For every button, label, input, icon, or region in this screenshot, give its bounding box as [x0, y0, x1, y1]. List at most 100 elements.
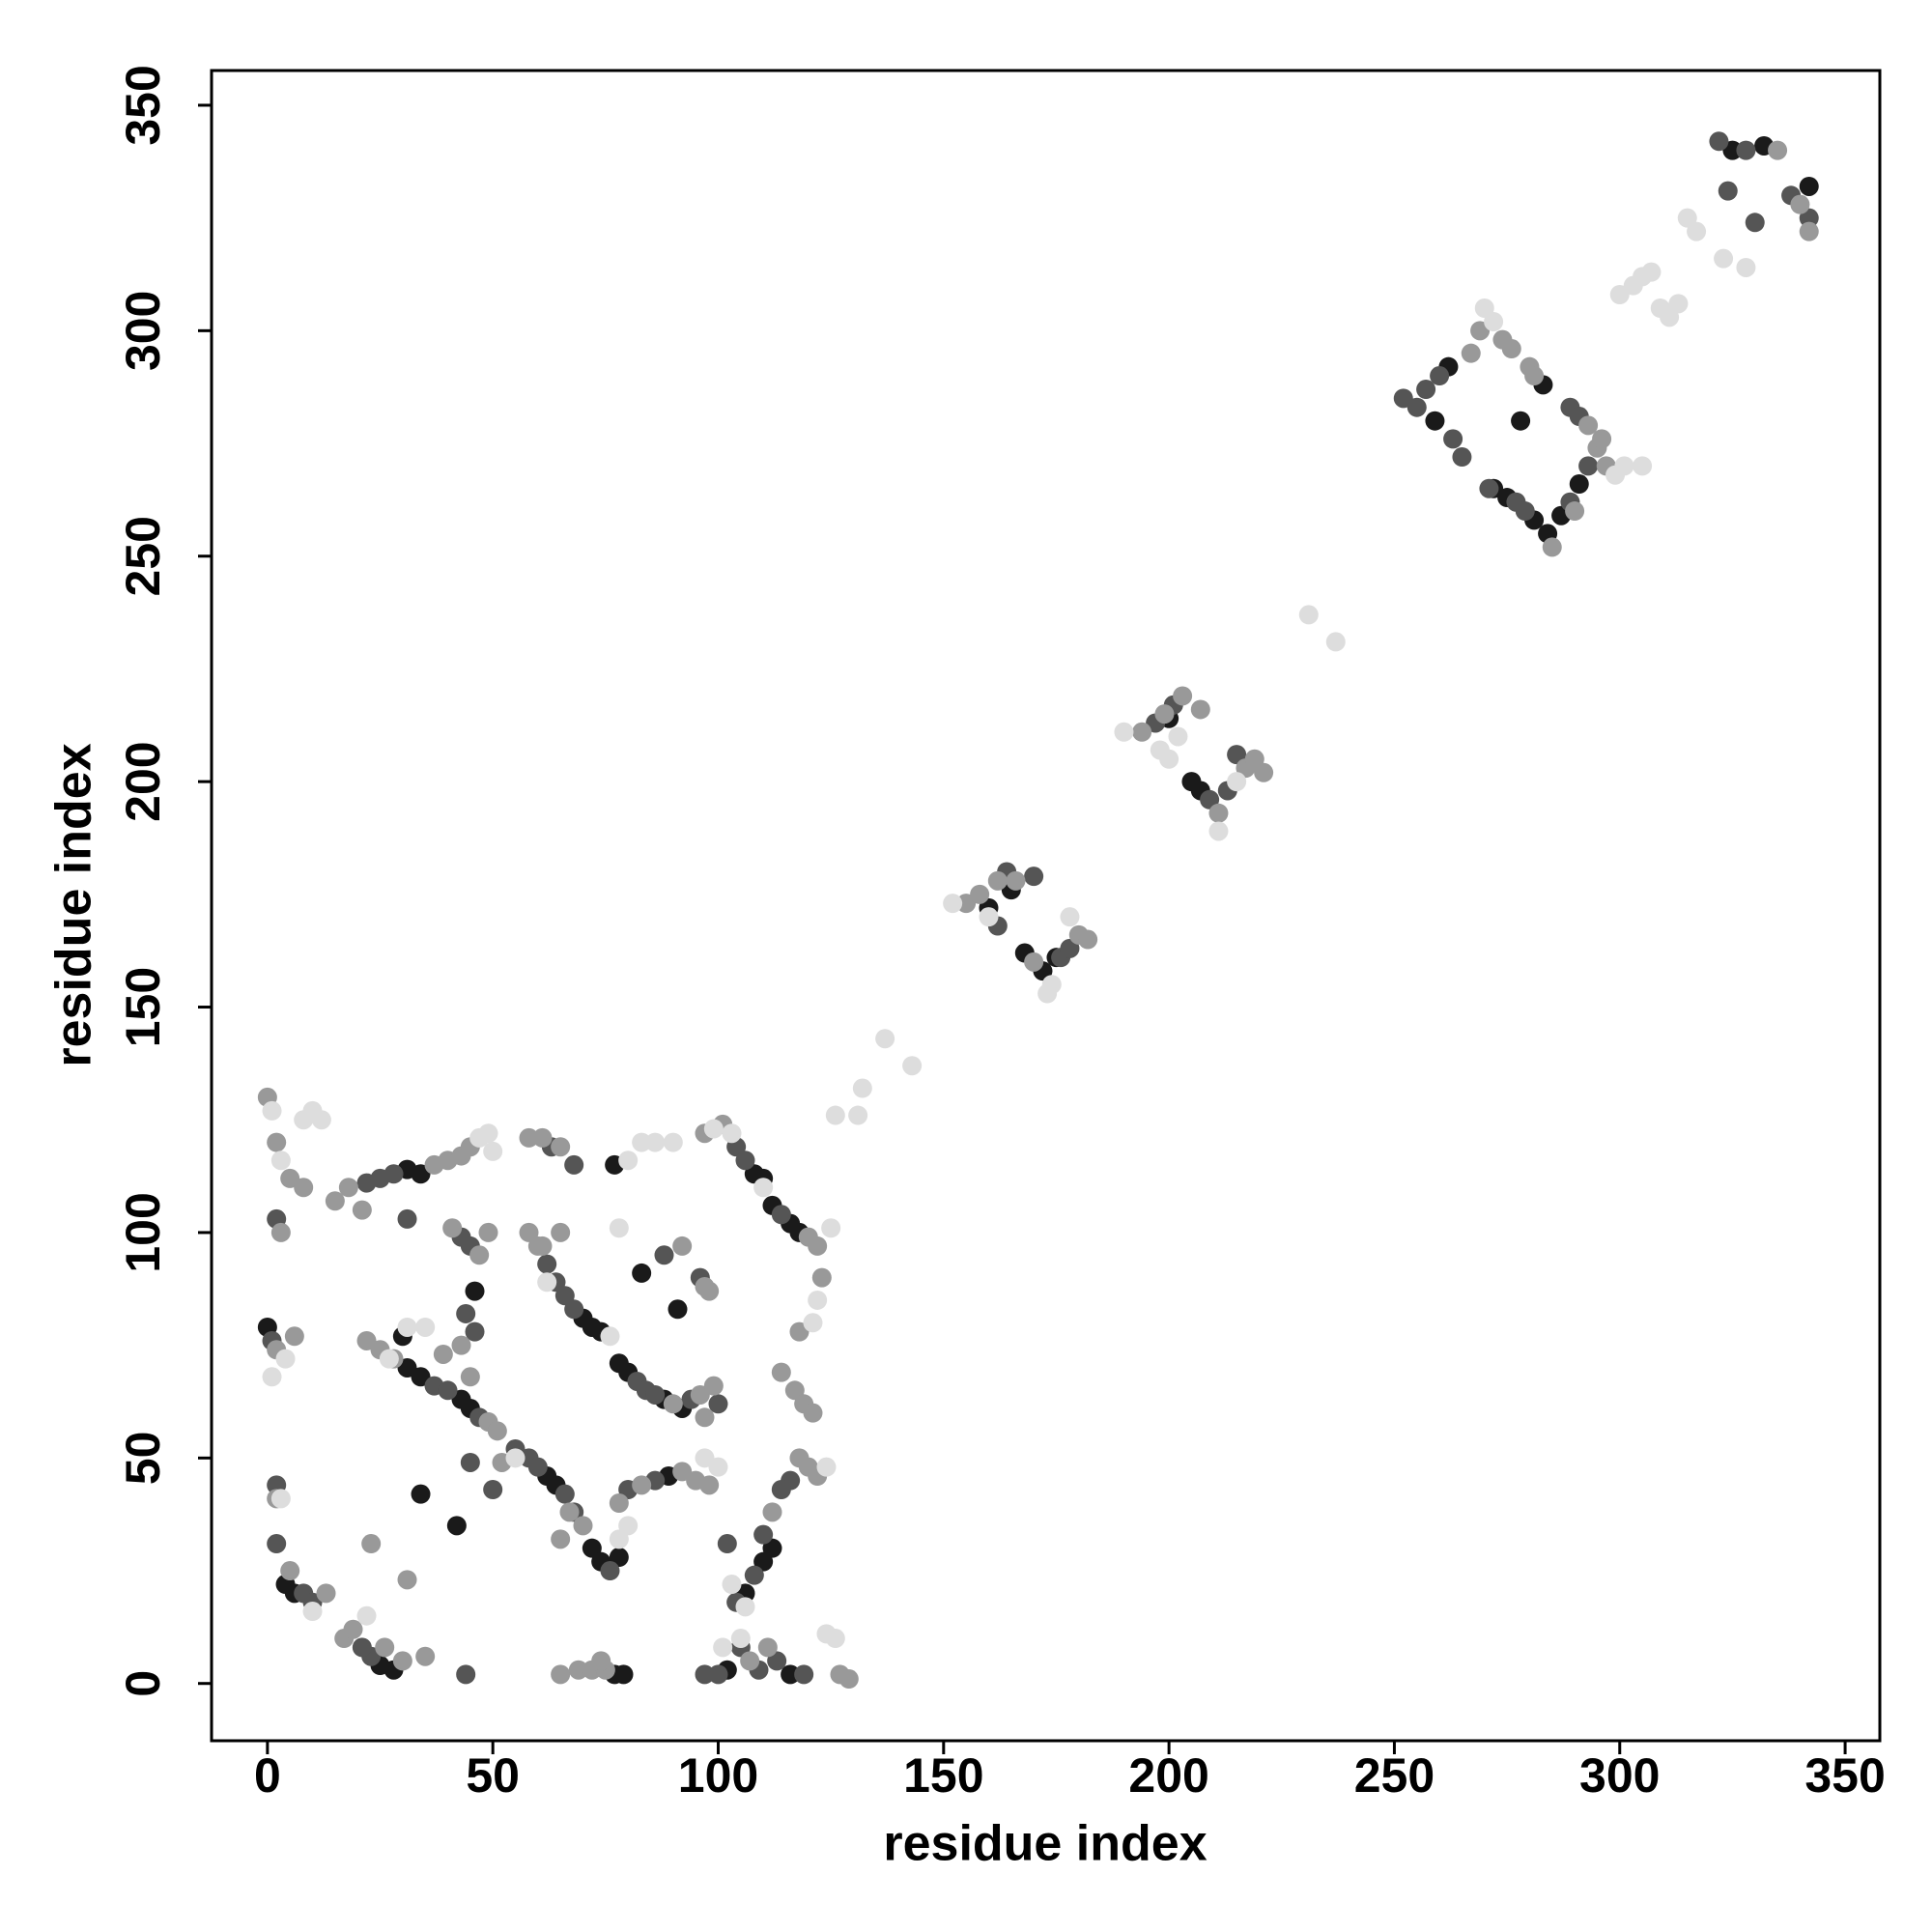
scatter-point	[1452, 447, 1472, 468]
y-tick-label: 150	[116, 967, 170, 1047]
scatter-point	[717, 1534, 737, 1554]
scatter-point	[703, 1119, 724, 1139]
scatter-point	[600, 1561, 620, 1581]
scatter-point	[1430, 366, 1450, 386]
scatter-point	[1406, 397, 1427, 417]
scatter-point	[361, 1534, 382, 1554]
scatter-point	[825, 1105, 845, 1125]
scatter-point	[695, 1407, 715, 1428]
scatter-point	[1714, 248, 1734, 269]
scatter-point	[730, 1629, 751, 1649]
scatter-point	[808, 1236, 828, 1256]
scatter-point	[568, 1660, 588, 1680]
scatter-point	[757, 1637, 778, 1658]
scatter-point	[744, 1565, 764, 1585]
scatter-point	[527, 1457, 548, 1477]
scatter-point	[532, 1236, 553, 1256]
scatter-point	[270, 1151, 291, 1171]
scatter-point	[987, 870, 1008, 891]
scatter-point	[1114, 722, 1134, 742]
x-tick-label: 350	[1804, 1748, 1885, 1803]
scatter-point	[505, 1448, 526, 1468]
scatter-point	[311, 1110, 331, 1130]
scatter-point	[564, 1154, 584, 1175]
scatter-point	[825, 1629, 845, 1649]
scatter-point	[654, 1245, 674, 1265]
scatter-point	[1479, 478, 1499, 498]
scatter-point	[1484, 312, 1504, 332]
scatter-point	[1578, 415, 1599, 436]
scatter-point	[456, 1664, 476, 1685]
scatter-point	[537, 1254, 557, 1274]
scatter-point	[1799, 221, 1819, 242]
scatter-point	[713, 1637, 733, 1658]
scatter-point	[267, 1132, 287, 1152]
scatter-point	[663, 1394, 683, 1414]
scatter-point	[1159, 749, 1179, 769]
scatter-point	[316, 1583, 336, 1604]
scatter-point	[1037, 983, 1058, 1004]
scatter-point	[1614, 456, 1634, 476]
scatter-point	[1524, 366, 1545, 386]
scatter-point	[811, 1267, 832, 1288]
scatter-point	[632, 1132, 652, 1152]
scatter-point	[753, 1524, 774, 1545]
scatter-point	[703, 1376, 724, 1396]
scatter-point	[979, 907, 999, 927]
scatter-point	[902, 1056, 923, 1076]
scatter-point	[559, 1502, 580, 1522]
scatter-point	[270, 1489, 291, 1509]
scatter-point	[1416, 380, 1436, 400]
scatter-point	[1425, 411, 1445, 431]
scatter-point	[708, 1664, 728, 1685]
scatter-point	[695, 1276, 715, 1296]
scatter-point	[591, 1651, 611, 1671]
scatter-point	[722, 1123, 742, 1144]
y-tick-label: 100	[116, 1192, 170, 1272]
scatter-point	[551, 1529, 571, 1549]
scatter-point	[632, 1263, 652, 1283]
scatter-point	[600, 1326, 620, 1347]
scatter-point	[852, 1078, 872, 1098]
scatter-point	[415, 1646, 436, 1666]
scatter-point	[1443, 429, 1463, 449]
scatter-point	[1687, 221, 1707, 242]
scatter-point	[722, 1575, 742, 1595]
scatter-point	[483, 1479, 503, 1499]
y-tick-label: 0	[116, 1670, 170, 1697]
scatter-point	[343, 1619, 363, 1639]
scatter-point	[1768, 140, 1788, 160]
scatter-point	[411, 1484, 431, 1504]
scatter-point	[1078, 929, 1098, 950]
scatter-point	[1565, 501, 1585, 522]
y-tick-label: 200	[116, 741, 170, 821]
scatter-point	[970, 884, 990, 904]
scatter-point	[632, 1475, 652, 1495]
scatter-point	[397, 1317, 417, 1337]
scatter-point	[771, 1479, 791, 1499]
scatter-point	[740, 1651, 760, 1671]
scatter-point	[609, 1218, 629, 1238]
scatter-point	[384, 1164, 404, 1184]
scatter-point	[325, 1191, 345, 1211]
y-tick-label: 350	[116, 65, 170, 145]
scatter-point	[469, 1245, 490, 1265]
scatter-point	[821, 1218, 841, 1238]
scatter-point	[338, 1178, 358, 1198]
scatter-point	[551, 1222, 571, 1242]
scatter-point	[465, 1281, 485, 1301]
plot-marks	[257, 131, 1819, 1690]
scatter-point	[551, 1664, 571, 1685]
x-tick-label: 300	[1579, 1748, 1660, 1803]
scatter-point	[803, 1403, 823, 1423]
scatter-point	[803, 1313, 823, 1333]
y-tick-label: 250	[116, 516, 170, 596]
scatter-point	[551, 1137, 571, 1157]
scatter-point	[294, 1178, 314, 1198]
scatter-point	[1298, 605, 1319, 625]
x-tick-label: 200	[1128, 1748, 1208, 1803]
x-tick-label: 50	[466, 1748, 520, 1803]
scatter-point	[1154, 704, 1175, 724]
scatter-point	[1709, 131, 1729, 152]
